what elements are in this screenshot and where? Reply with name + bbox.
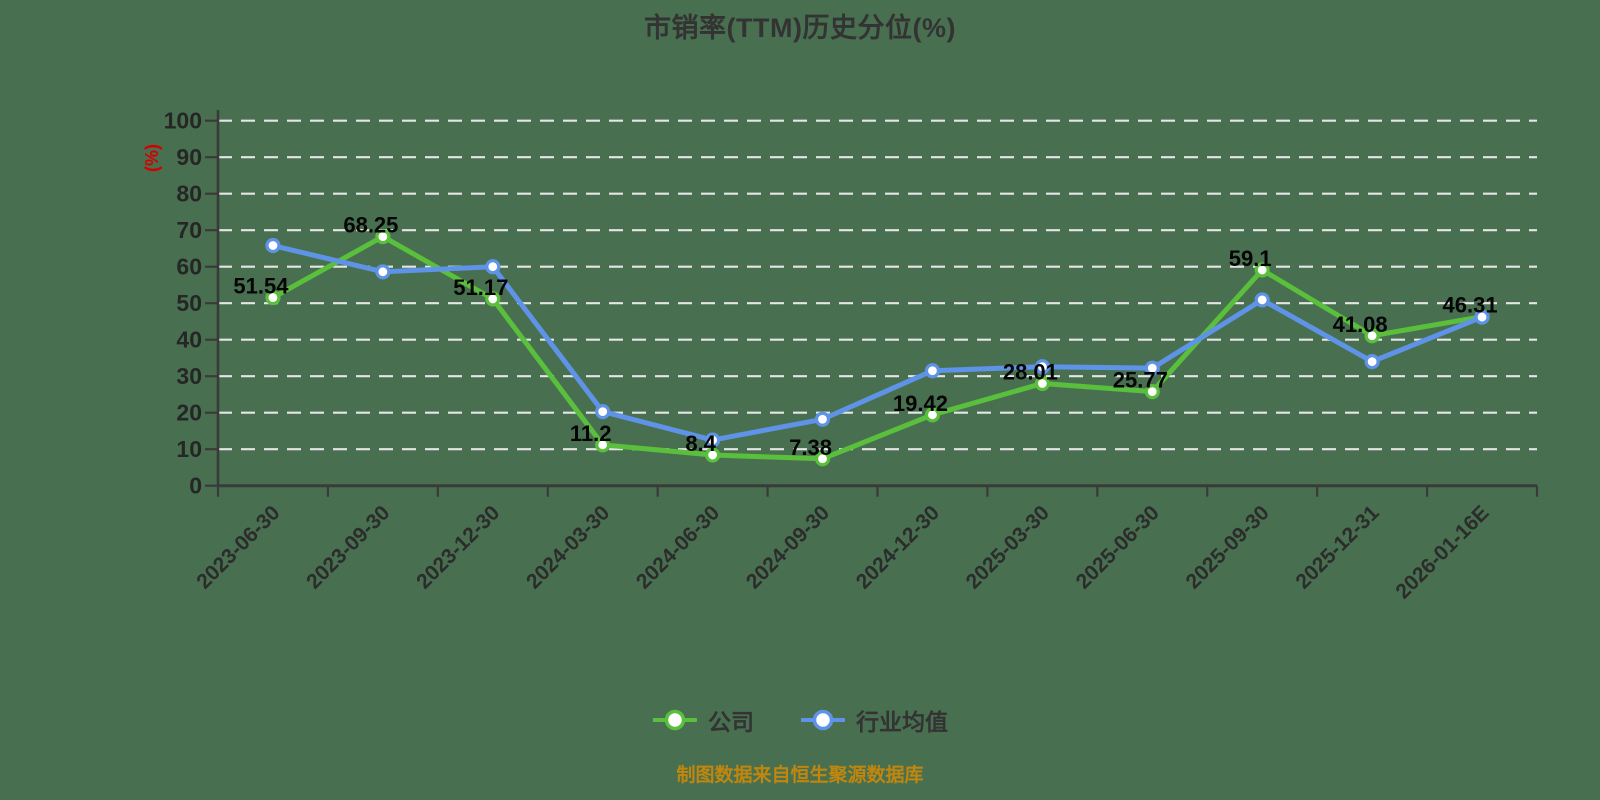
company-data-point: [265, 289, 281, 306]
y-tick-label: 100: [164, 108, 202, 134]
x-tick-label: 2024-12-30: [852, 501, 944, 593]
company-data-point: [1144, 384, 1160, 400]
x-tick-label: 2023-09-30: [302, 501, 394, 593]
data-point-label: 7.38: [789, 435, 832, 460]
data-point-label: 28.01: [1003, 359, 1058, 384]
industry-data-point: [1034, 359, 1050, 375]
y-tick-label: 10: [176, 436, 202, 462]
industry-data-point: [375, 264, 391, 280]
industry-data-point: [595, 404, 611, 420]
data-point-label: 41.08: [1333, 312, 1388, 337]
data-point-label: 11.2: [570, 421, 612, 446]
y-tick-label: 50: [176, 290, 202, 316]
industry-data-point: [814, 411, 831, 427]
company-data-point: [1034, 375, 1050, 392]
company-data-point: [705, 447, 721, 463]
x-tick-label: 2025-03-30: [962, 501, 1054, 593]
industry-line-marker-icon: [801, 709, 845, 731]
data-point-label: 8.4: [685, 431, 716, 456]
y-tick-label: 40: [176, 327, 202, 353]
industry-series-line: [270, 243, 1485, 443]
y-tick-label: 90: [176, 144, 202, 170]
y-tick-label: 70: [176, 217, 202, 243]
company-data-point: [1254, 262, 1270, 278]
data-point-label: 59.1: [1229, 246, 1272, 271]
x-tick-label: 2023-12-30: [412, 501, 504, 593]
data-source-note: 制图数据来自恒生聚源数据库: [676, 765, 924, 786]
industry-data-point: [1474, 309, 1490, 325]
legend: 公司 行业均值: [0, 703, 1600, 737]
data-point-label: 46.31: [1443, 293, 1498, 318]
industry-data-point: [705, 432, 721, 448]
company-data-point: [375, 228, 391, 245]
company-data-point: [924, 407, 941, 423]
company-series-line: [270, 234, 1485, 462]
x-tick-label: 2025-06-30: [1072, 501, 1164, 593]
page-title: 市销率(TTM)历史分位(%): [644, 13, 956, 43]
industry-data-point: [485, 259, 501, 275]
x-tick-label: 2024-09-30: [742, 501, 834, 593]
industry-data-point: [265, 237, 281, 254]
industry-data-point: [1144, 360, 1160, 376]
x-tick-label: 2025-12-31: [1291, 501, 1383, 593]
data-point-label: 68.25: [343, 213, 398, 238]
x-tick-label: 2024-03-30: [522, 501, 614, 593]
data-point-label: 19.42: [893, 391, 948, 416]
y-axis-unit-label: (%): [142, 144, 162, 172]
legend-item-company[interactable]: 公司: [652, 703, 754, 737]
industry-data-point: [1254, 292, 1270, 308]
y-tick-label: 20: [176, 400, 202, 426]
company-data-point: [814, 451, 831, 467]
y-tick-label: 80: [176, 181, 202, 207]
company-line-marker-icon: [653, 709, 697, 731]
x-tick-label: 2025-09-30: [1182, 501, 1274, 593]
company-data-point: [595, 437, 611, 453]
data-point-label: 51.17: [453, 275, 508, 300]
legend-item-industry-average[interactable]: 行业均值: [800, 703, 948, 737]
industry-data-point: [924, 363, 941, 379]
data-point-label: 25.77: [1113, 368, 1168, 393]
company-data-point: [485, 291, 501, 307]
data-point-label: 51.54: [233, 274, 289, 299]
legend-label-company: 公司: [708, 709, 754, 735]
y-tick-label: 30: [176, 363, 202, 389]
legend-label-industry-average: 行业均值: [856, 709, 948, 735]
y-tick-label: 0: [189, 473, 202, 499]
x-tick-label: 2024-06-30: [632, 501, 724, 593]
industry-data-point: [1364, 354, 1380, 370]
x-tick-label: 2023-06-30: [192, 501, 284, 593]
x-tick-label: 2026-01-16E: [1391, 501, 1493, 603]
company-data-point: [1364, 328, 1380, 344]
y-tick-label: 60: [176, 254, 202, 280]
